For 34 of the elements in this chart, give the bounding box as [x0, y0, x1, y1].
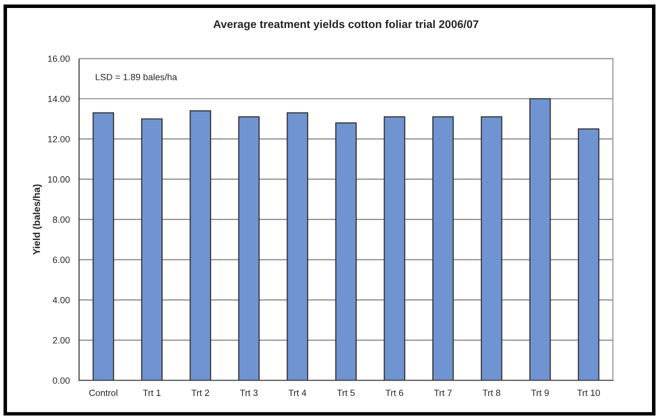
x-tick-label: Trt 7	[434, 390, 452, 396]
x-tick-label: Trt 5	[337, 390, 355, 396]
x-tick-label: Trt 10	[577, 390, 600, 396]
x-tick-label: Control	[89, 389, 118, 396]
bar	[480, 116, 502, 380]
x-tick-label: Trt 6	[386, 390, 404, 396]
x-tick-label: Trt 3	[240, 390, 258, 396]
x-tick-label: Trt 2	[191, 390, 210, 396]
x-tick-label: Trt 8	[482, 390, 500, 396]
x-tick-label: Trt 4	[288, 390, 306, 396]
bar	[384, 116, 406, 380]
bar	[286, 112, 308, 380]
y-tick-label: 12.00	[48, 136, 70, 142]
bar	[529, 98, 551, 380]
annotation: LSD = 1.89 bales/ha	[96, 74, 178, 80]
y-tick-label: 0.00	[52, 377, 70, 384]
bar	[432, 116, 454, 380]
y-tick-label: 10.00	[48, 176, 70, 183]
y-tick-label: 16.00	[48, 55, 70, 62]
bar	[335, 122, 357, 380]
x-tick-label: Trt 9	[531, 390, 549, 396]
x-tick-label: Trt 1	[142, 390, 161, 396]
y-tick-label: 8.00	[52, 216, 70, 223]
y-tick-label: 6.00	[52, 256, 70, 264]
y-tick-label: 4.00	[52, 296, 70, 304]
y-tick-label: 2.00	[52, 337, 70, 344]
bar	[190, 110, 212, 380]
bar	[141, 118, 163, 380]
bar	[578, 128, 600, 380]
bar	[238, 116, 260, 380]
y-axis-title: Yield (bales/ha)	[32, 184, 42, 255]
bar	[92, 112, 114, 380]
chart-title: Average treatment yields cotton foliar trial 2006/07	[213, 20, 478, 30]
y-tick-label: 14.00	[48, 96, 70, 102]
